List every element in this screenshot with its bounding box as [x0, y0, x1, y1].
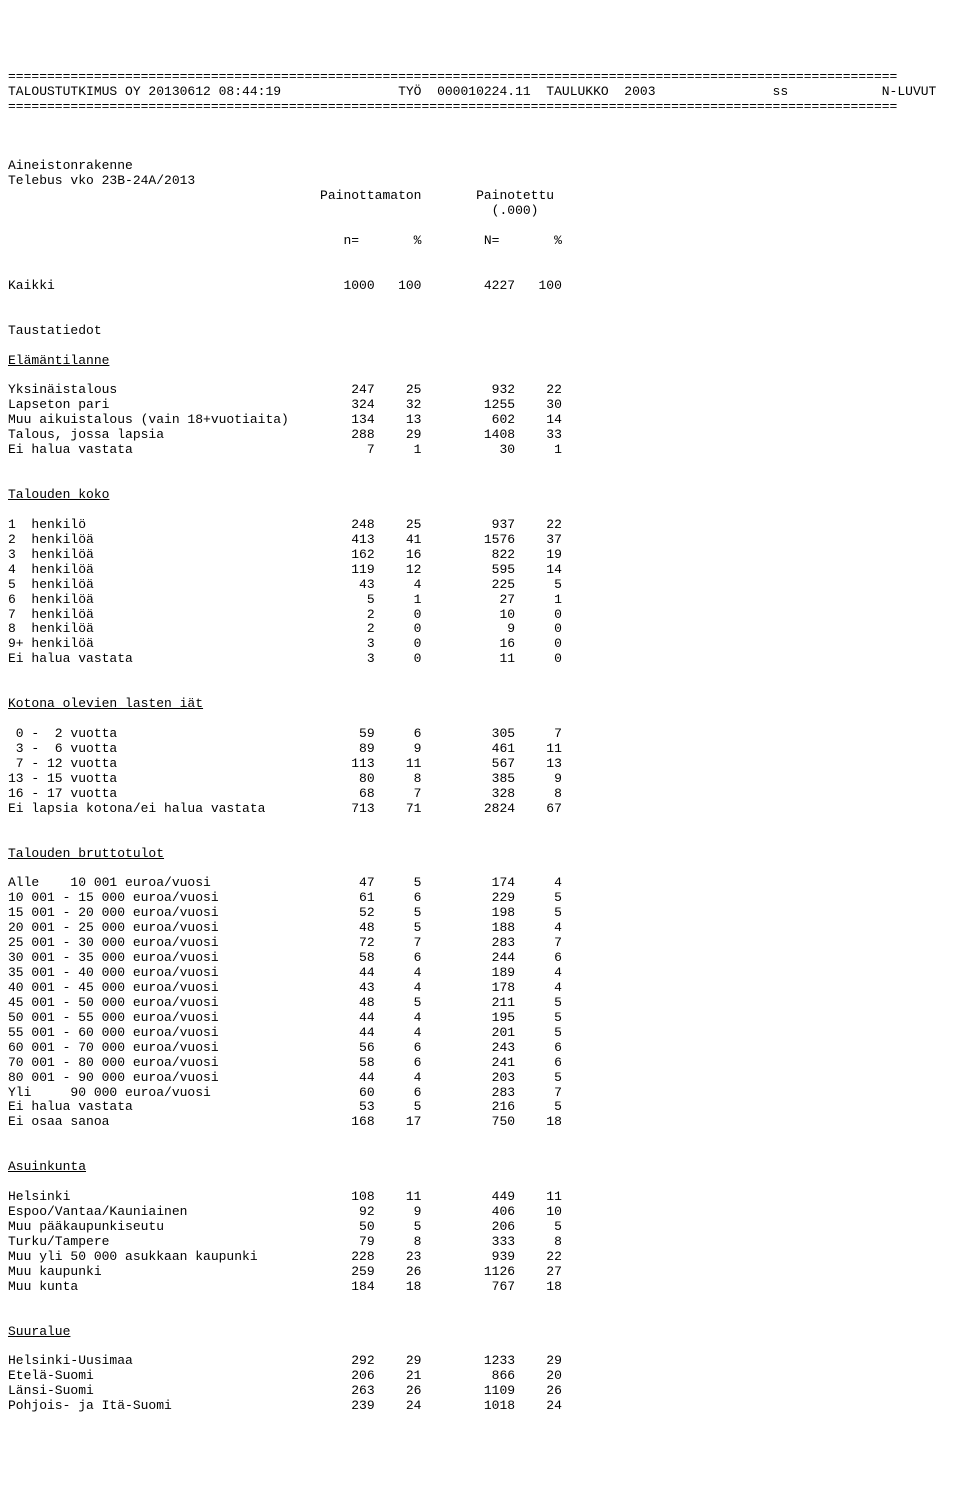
report-output: ========================================… [8, 70, 952, 1414]
